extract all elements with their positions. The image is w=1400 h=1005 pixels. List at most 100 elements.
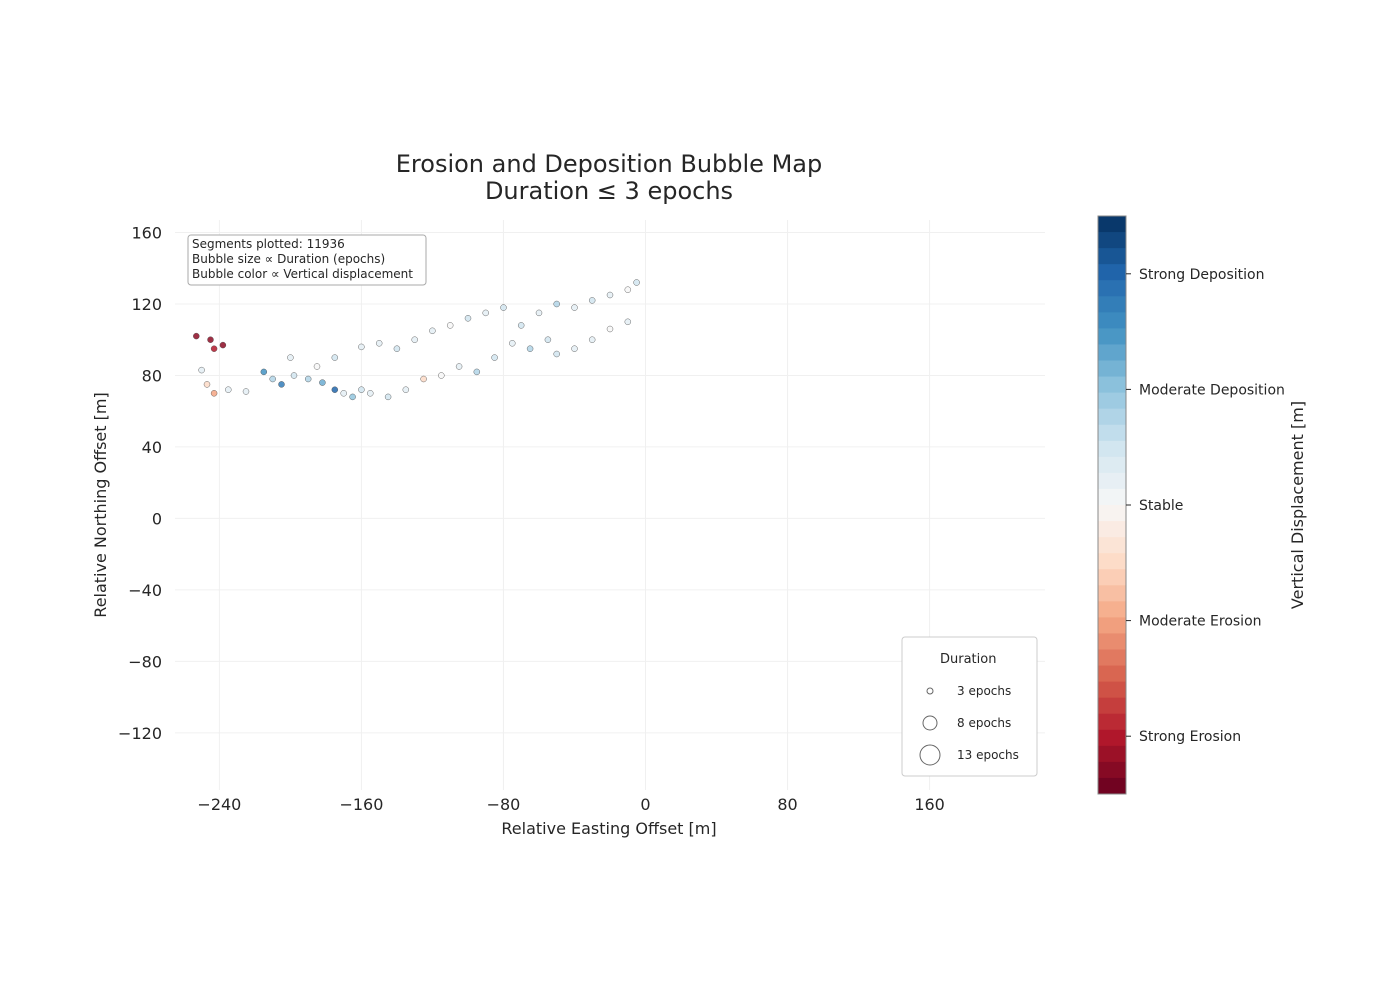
data-point: [544, 336, 552, 343]
size-legend-marker-8: [922, 715, 938, 731]
colorbar-ticks: Strong Deposition Moderate Deposition Stab…: [1126, 267, 1285, 745]
grid-lines: [175, 220, 1045, 790]
colorbar-band: [1098, 745, 1126, 763]
data-point: [526, 345, 534, 352]
data-point: [376, 340, 383, 347]
data-point: [606, 291, 614, 299]
colorbar-tick-label: Strong Erosion: [1139, 729, 1241, 745]
y-tick-label: 120: [131, 295, 162, 314]
data-point: [198, 366, 205, 374]
x-axis-label: Relative Easting Offset [m]: [501, 819, 716, 838]
data-point: [464, 315, 472, 322]
data-point: [606, 325, 614, 333]
colorbar-tick-label: Stable: [1139, 498, 1183, 514]
info-box-frame: [187, 234, 427, 286]
x-tick-label: −240: [197, 795, 241, 814]
colorbar-band: [1098, 216, 1126, 233]
colorbar-band: [1098, 312, 1126, 329]
data-point: [402, 386, 409, 393]
y-tick-label: 40: [142, 438, 162, 457]
data-point: [589, 336, 596, 343]
data-point: [455, 363, 463, 370]
y-axis-ticks: −120 −80 −40 0 40 80 120 160: [118, 224, 162, 743]
colorbar-band: [1098, 633, 1126, 650]
data-point: [571, 304, 578, 311]
size-legend-title: Duration: [940, 652, 996, 667]
colorbar-band: [1098, 761, 1126, 779]
size-legend-label-13: 13 epochs: [957, 748, 1019, 762]
bubble-points: [193, 279, 640, 401]
x-tick-label: 0: [640, 795, 650, 814]
colorbar-band: [1098, 777, 1126, 795]
data-point: [367, 390, 374, 397]
colorbar-band: [1098, 376, 1126, 394]
data-point: [420, 375, 427, 383]
size-legend-marker-3: [926, 687, 934, 695]
colorbar-band: [1098, 296, 1126, 313]
data-point: [203, 381, 211, 388]
colorbar-tick-label: Moderate Erosion: [1139, 614, 1262, 630]
colorbar-band: [1098, 248, 1126, 265]
data-point: [429, 327, 436, 334]
colorbar-band: [1098, 553, 1126, 570]
data-point: [553, 350, 560, 358]
data-point: [571, 345, 578, 352]
colorbar-band: [1098, 617, 1126, 634]
colorbar-band: [1098, 232, 1126, 249]
data-point: [589, 297, 596, 304]
colorbar-band: [1098, 505, 1126, 522]
colorbar-band: [1098, 264, 1126, 281]
y-tick-label: −80: [128, 652, 162, 671]
data-point: [482, 309, 489, 317]
data-point: [278, 381, 285, 388]
data-point: [319, 379, 326, 386]
colorbar-band: [1098, 569, 1126, 586]
colorbar: Strong Deposition Moderate Deposition Stab…: [1097, 215, 1307, 795]
colorbar-band: [1098, 392, 1126, 410]
data-point: [509, 340, 516, 347]
colorbar-band: [1098, 360, 1126, 378]
data-point: [358, 386, 365, 393]
data-point: [500, 304, 507, 311]
colorbar-band: [1098, 697, 1126, 715]
data-point: [219, 341, 227, 349]
data-point: [210, 390, 218, 397]
y-tick-label: −40: [128, 581, 162, 600]
data-point: [207, 336, 214, 343]
data-point: [340, 390, 347, 397]
data-point: [491, 354, 498, 361]
colorbar-band: [1098, 665, 1126, 683]
data-point: [518, 322, 525, 329]
data-point: [331, 386, 338, 393]
data-point: [225, 386, 232, 393]
data-point: [447, 322, 454, 329]
colorbar-band: [1098, 328, 1126, 345]
chart-title-line-1: Erosion and Deposition Bubble Map: [396, 150, 822, 178]
info-box: Segments plotted: 11936 Bubble size ∝ Du…: [187, 234, 427, 286]
chart-title: Erosion and Deposition Bubble Map Durati…: [396, 150, 822, 205]
colorbar-label: Vertical Displacement [m]: [1288, 401, 1307, 609]
data-point: [393, 345, 401, 352]
data-point: [633, 279, 640, 286]
y-axis-label: Relative Northing Offset [m]: [91, 392, 110, 617]
colorbar-tick-label: Moderate Deposition: [1139, 382, 1285, 398]
size-legend-frame: [901, 636, 1038, 777]
data-point: [411, 336, 418, 343]
colorbar-band: [1098, 408, 1126, 426]
colorbar-band: [1098, 280, 1126, 297]
colorbar-band: [1098, 440, 1126, 458]
colorbar-band: [1098, 585, 1126, 602]
y-tick-label: 160: [131, 224, 162, 243]
data-point: [193, 332, 200, 340]
colorbar-band: [1098, 488, 1126, 506]
chart-title-line-2: Duration ≤ 3 epochs: [485, 177, 733, 205]
x-tick-label: −160: [339, 795, 383, 814]
colorbar-band: [1098, 713, 1126, 731]
colorbar-band: [1098, 424, 1126, 442]
y-tick-label: 80: [142, 366, 162, 385]
colorbar-band: [1098, 681, 1126, 699]
data-point: [260, 368, 267, 376]
data-point: [331, 354, 338, 361]
colorbar-band: [1098, 456, 1126, 474]
